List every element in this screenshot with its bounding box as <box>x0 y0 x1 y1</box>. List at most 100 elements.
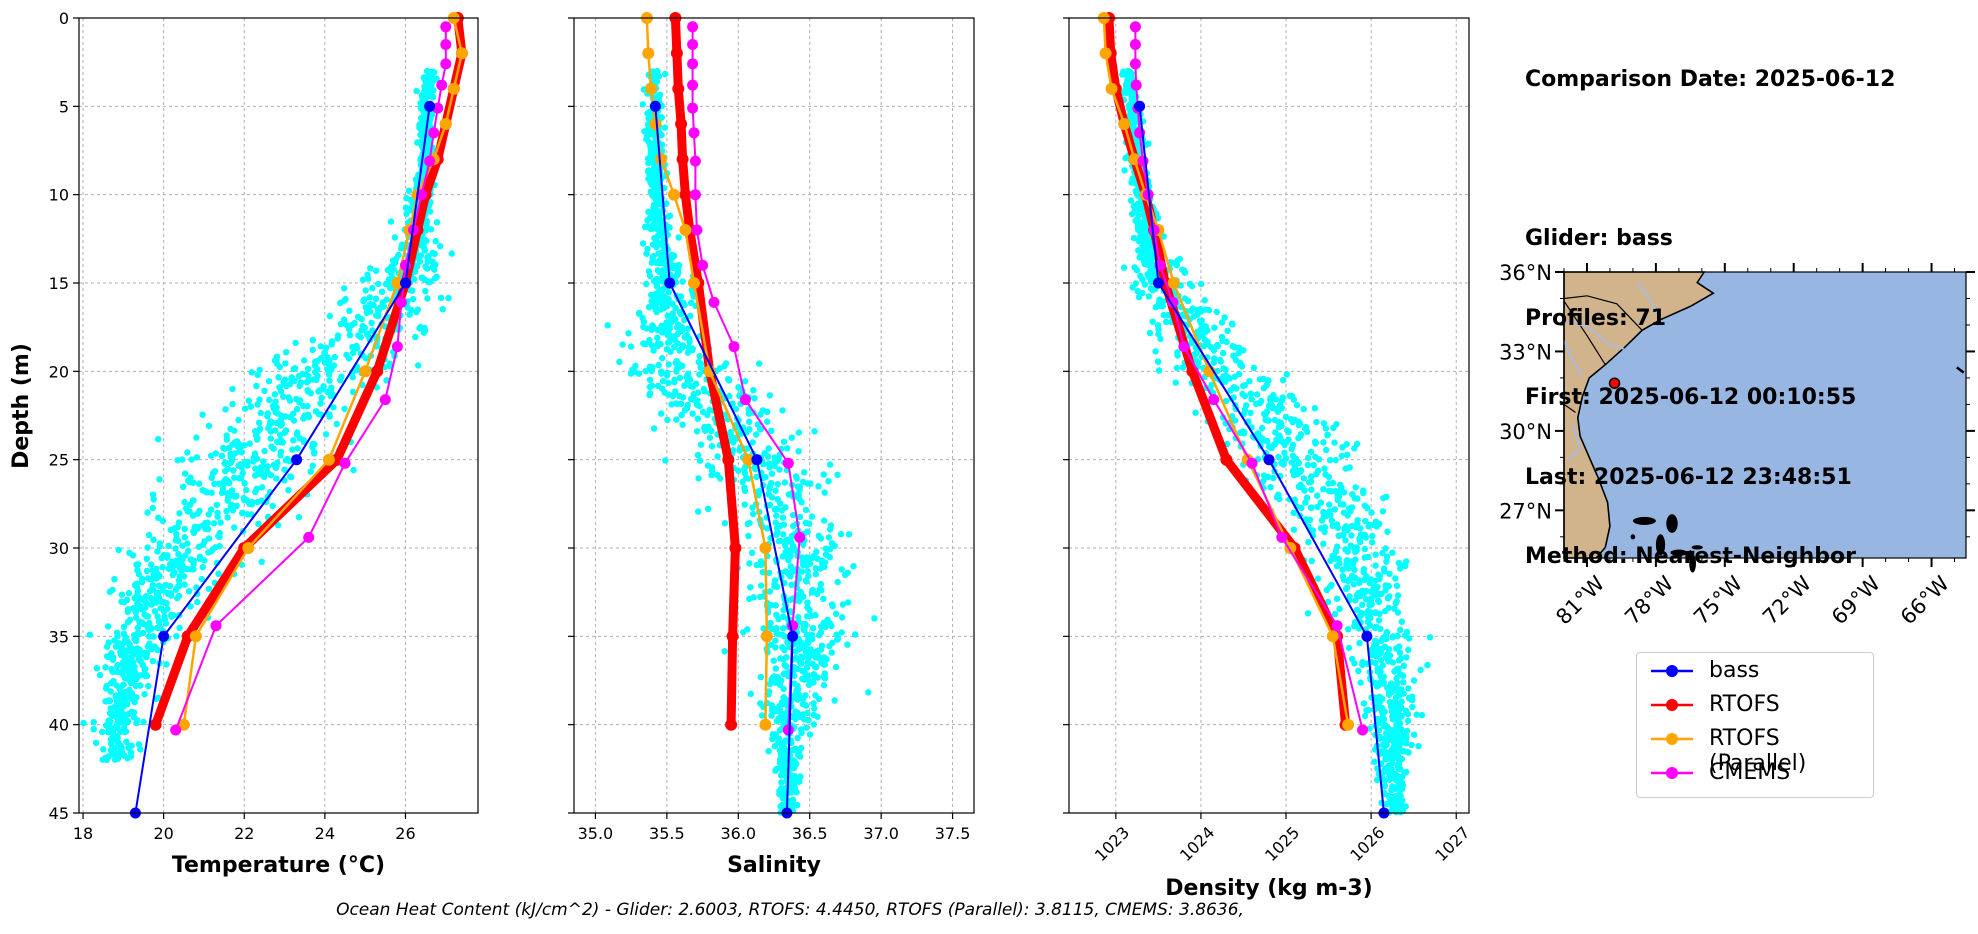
observation-point <box>1424 661 1431 669</box>
observation-point <box>1391 742 1399 749</box>
observation-point <box>247 511 255 518</box>
observation-point <box>113 754 121 761</box>
map-island <box>1666 514 1678 533</box>
x-tick-label: 37.0 <box>863 824 899 843</box>
observation-point <box>828 622 835 630</box>
observation-point <box>766 464 773 471</box>
series-point-cmems <box>1130 79 1142 91</box>
observation-point <box>385 276 393 283</box>
observation-point <box>797 659 804 667</box>
observation-point <box>1398 785 1405 792</box>
observation-point <box>445 294 452 302</box>
observation-point <box>810 711 817 719</box>
observation-point <box>282 427 290 434</box>
x-tick-label: 24 <box>315 824 335 843</box>
observation-point <box>372 295 380 302</box>
series-point-cmems <box>739 394 751 406</box>
observation-point <box>130 709 138 716</box>
observation-point <box>421 116 428 123</box>
observation-point <box>1339 566 1346 573</box>
observation-point <box>1357 612 1364 619</box>
observation-point <box>773 531 780 538</box>
observation-point <box>1306 516 1314 523</box>
observation-point <box>1340 489 1348 496</box>
observation-point <box>1395 559 1403 567</box>
observation-point <box>779 407 786 414</box>
observation-point <box>1320 420 1328 427</box>
series-point-rtofs-parallel <box>177 718 190 731</box>
observation-point <box>269 502 276 510</box>
observation-point <box>1360 700 1368 707</box>
series-point-bass <box>751 454 763 466</box>
observation-point <box>1337 532 1345 539</box>
observation-point <box>655 73 663 80</box>
observation-point <box>740 629 747 636</box>
series-point-rtofs-parallel <box>655 153 668 166</box>
observation-point <box>1394 632 1401 640</box>
observation-point <box>1403 654 1410 661</box>
observation-point <box>684 372 691 379</box>
observation-point <box>705 505 712 513</box>
observation-point <box>273 475 280 482</box>
observation-point <box>771 743 779 750</box>
observation-point <box>133 614 140 621</box>
observation-point <box>616 358 623 365</box>
observation-point <box>1389 659 1397 666</box>
observation-point <box>796 513 804 521</box>
observation-point <box>758 582 765 589</box>
observation-point <box>432 261 439 268</box>
observation-point <box>111 637 118 644</box>
observation-point <box>120 681 127 688</box>
observation-point <box>757 593 764 601</box>
observation-point <box>781 661 788 669</box>
x-ticks: 18 20 22 24 26 <box>73 813 416 843</box>
observation-point <box>820 517 828 524</box>
observation-point <box>1135 212 1142 219</box>
observation-point <box>1265 402 1273 409</box>
observation-point <box>1405 685 1412 692</box>
observation-point <box>114 663 121 670</box>
observation-point <box>1278 397 1286 404</box>
observation-point <box>1224 327 1231 334</box>
observation-point <box>1241 406 1249 413</box>
series-point-rtofs-parallel <box>668 188 680 201</box>
observation-point <box>658 221 665 229</box>
observation-point <box>106 588 114 596</box>
observation-point <box>218 452 226 460</box>
observation-point <box>792 778 799 785</box>
observation-point <box>432 237 439 245</box>
observation-point <box>1366 579 1374 587</box>
observation-point <box>86 631 94 638</box>
observation-point <box>161 613 168 621</box>
observation-point <box>652 304 659 312</box>
observation-point <box>828 540 836 547</box>
observation-point <box>1376 698 1384 706</box>
observation-point <box>1125 68 1133 75</box>
observation-point <box>1135 237 1143 245</box>
observation-point <box>256 396 263 403</box>
observation-point <box>1247 390 1255 397</box>
observation-point <box>290 437 297 444</box>
observation-point <box>143 567 151 575</box>
observation-point <box>258 558 265 565</box>
observation-point <box>281 466 288 473</box>
observation-point <box>663 296 671 303</box>
observation-point <box>137 746 144 753</box>
map-island <box>1630 534 1636 540</box>
observation-point <box>1261 472 1268 479</box>
observation-point <box>656 257 664 264</box>
observation-point <box>205 511 212 518</box>
observation-point <box>125 606 132 613</box>
observation-point <box>1398 797 1405 804</box>
observation-point <box>1392 694 1400 701</box>
observation-point <box>684 325 692 332</box>
observation-point <box>254 435 261 442</box>
x-tick-label: 1027 <box>1431 823 1473 865</box>
observation-point <box>426 257 433 265</box>
observation-point <box>811 705 818 712</box>
observation-point <box>654 382 662 390</box>
series-point-rtofs-parallel <box>1342 718 1355 731</box>
series-point-cmems <box>1137 155 1149 167</box>
observation-point <box>1155 326 1162 333</box>
observation-point <box>1379 662 1387 669</box>
